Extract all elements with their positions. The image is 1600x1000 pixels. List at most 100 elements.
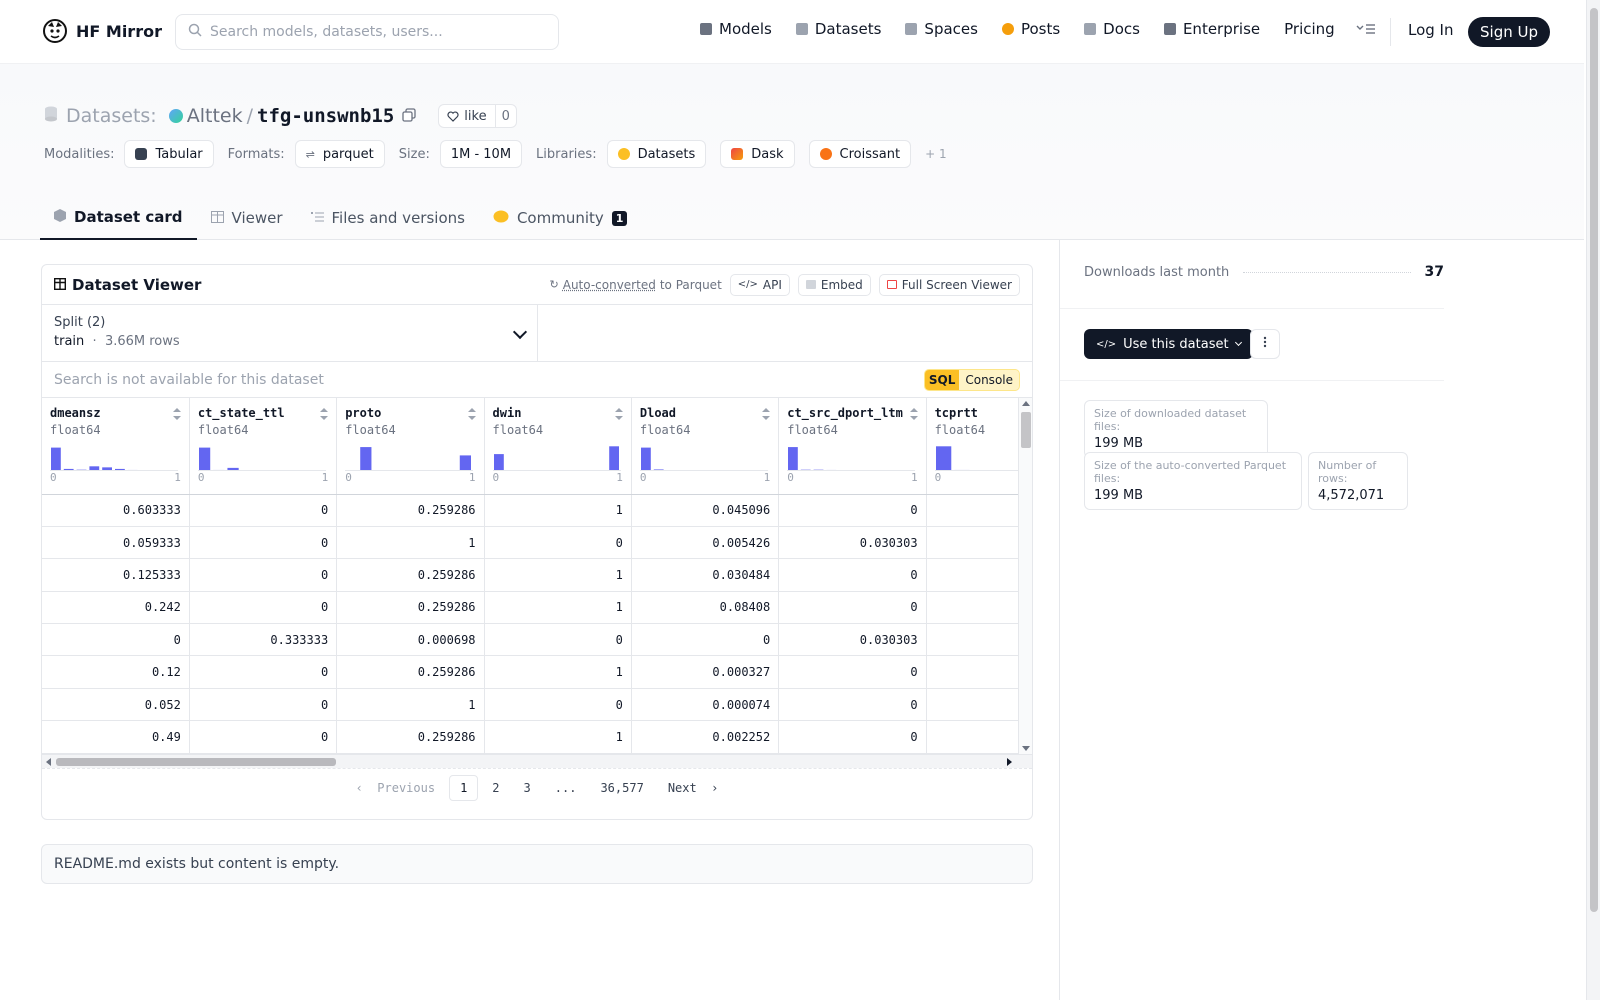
sort-icon[interactable] [614,408,623,420]
table-cell[interactable] [336,753,485,754]
table-cell[interactable]: 0 [189,720,338,754]
histogram-bar[interactable] [493,454,504,471]
owner-link[interactable]: Alttek [186,105,243,127]
table-cell[interactable]: 0 [778,558,927,592]
table-cell[interactable] [926,526,1032,560]
table-row[interactable]: 0.052 0 1 0 0.000074 0 [42,688,1032,722]
table-cell[interactable]: 0 [778,720,927,754]
histogram-bar[interactable] [89,466,100,471]
column-histogram[interactable] [934,443,1032,471]
table-cell[interactable]: 0.002252 [631,720,780,754]
table-cell[interactable] [926,753,1032,754]
column-histogram[interactable] [345,443,474,471]
nav-link-pricing[interactable]: Pricing [1284,20,1335,38]
copy-icon[interactable] [402,105,416,127]
histogram-bar[interactable] [459,455,472,471]
table-cell[interactable]: 0.030303 [778,526,927,560]
histogram-bar[interactable] [227,467,239,471]
table-cell[interactable]: 1 [484,591,632,625]
table-row[interactable]: 0 0.333333 0.000698 0 0 0.030303 [42,623,1032,657]
column-header[interactable]: ct_src_dport_ltm float64 0 1 [778,398,927,495]
table-cell[interactable] [42,753,190,754]
size-chip[interactable]: 1M - 10M [439,140,523,168]
table-cell[interactable]: 0 [189,526,338,560]
table-cell[interactable]: 0 [778,494,927,527]
column-header[interactable]: dmeansz float64 0 1 [42,398,190,495]
table-cell[interactable]: 0.045096 [631,494,780,527]
sort-icon[interactable] [320,408,329,420]
table-cell[interactable]: 0.125333 [42,558,190,592]
column-header[interactable]: ct_state_ttl float64 0 1 [189,398,338,495]
table-cell[interactable]: 0.052 [42,688,190,722]
grid-vertical-scrollbar[interactable] [1018,398,1032,754]
dataset-name[interactable]: tfg-unswnb15 [257,105,395,127]
sort-icon[interactable] [909,408,918,420]
table-cell[interactable]: 0.49 [42,720,190,754]
table-cell[interactable]: 0. [926,494,1032,527]
table-cell[interactable]: 0. [926,720,1032,754]
column-header[interactable]: proto float64 0 1 [336,398,485,495]
more-options-button[interactable] [1250,329,1280,359]
tab-viewer[interactable]: Viewer [197,196,297,240]
sql-console-button[interactable]: SQL Console [923,368,1020,391]
table-cell[interactable]: 0 [484,623,632,657]
table-cell[interactable] [189,753,338,754]
table-cell[interactable]: 0.000074 [631,688,780,722]
column-histogram[interactable] [787,443,916,471]
table-cell[interactable]: 0.603333 [42,494,190,527]
table-cell[interactable] [631,753,780,754]
table-row[interactable] [42,753,1032,754]
nav-link-spaces[interactable]: Spaces [905,20,978,38]
sort-icon[interactable] [762,408,771,420]
grid-horizontal-scrollbar[interactable] [42,754,1032,768]
histogram-bar[interactable] [640,447,651,471]
column-histogram[interactable] [492,443,621,471]
libraries-more[interactable]: + 1 [925,147,947,161]
viewer-search-input[interactable] [54,371,654,388]
global-search[interactable] [175,14,559,50]
split-selector[interactable]: Split (2) train · 3.66M rows [42,305,538,361]
column-header[interactable]: tcprtt float64 0 [926,398,1032,495]
table-cell[interactable]: 0 [189,688,338,722]
table-cell[interactable]: 0.259286 [336,655,485,689]
histogram-bar[interactable] [102,467,112,471]
table-cell[interactable]: 0.259286 [336,494,485,527]
page-scrollbar[interactable] [1586,0,1600,1000]
library-chip-croissant[interactable]: Croissant [808,140,912,168]
table-cell[interactable] [484,753,632,754]
table-cell[interactable]: 0 [189,655,338,689]
histogram-bar[interactable] [115,468,125,471]
table-cell[interactable]: 0 [778,655,927,689]
table-cell[interactable]: 0.333333 [189,623,338,657]
sort-icon[interactable] [172,408,181,420]
table-cell[interactable]: 0 [484,526,632,560]
column-histogram[interactable] [50,443,178,471]
table-cell[interactable]: 0. [926,558,1032,592]
table-row[interactable]: 0.059333 0 1 0 0.005426 0.030303 [42,526,1032,560]
column-header[interactable]: Dload float64 0 1 [631,398,780,495]
sort-icon[interactable] [467,408,476,420]
tab-community[interactable]: Community 1 [479,196,641,240]
library-chip-datasets[interactable]: Datasets [606,140,707,168]
nav-link-enterprise[interactable]: Enterprise [1163,20,1260,38]
full-screen-viewer-button[interactable]: Full Screen Viewer [878,273,1020,296]
table-cell[interactable]: 0 [189,591,338,625]
tab-dataset-card[interactable]: Dataset card [40,196,197,240]
histogram-bar[interactable] [788,447,799,471]
table-cell[interactable]: 0.000698 [336,623,485,657]
use-this-dataset-button[interactable]: </> Use this dataset [1084,329,1253,359]
table-cell[interactable]: 1 [484,720,632,754]
column-histogram[interactable] [197,443,326,471]
next-page-button[interactable]: Next › [667,780,719,795]
table-cell[interactable]: 0 [189,558,338,592]
histogram-bar[interactable] [51,447,61,471]
histogram-bar[interactable] [63,468,74,471]
auto-converted-link[interactable]: Auto-converted [562,277,656,292]
global-search-input[interactable] [210,24,540,40]
table-cell[interactable]: 0.259286 [336,720,485,754]
histogram-bar[interactable] [935,446,951,471]
